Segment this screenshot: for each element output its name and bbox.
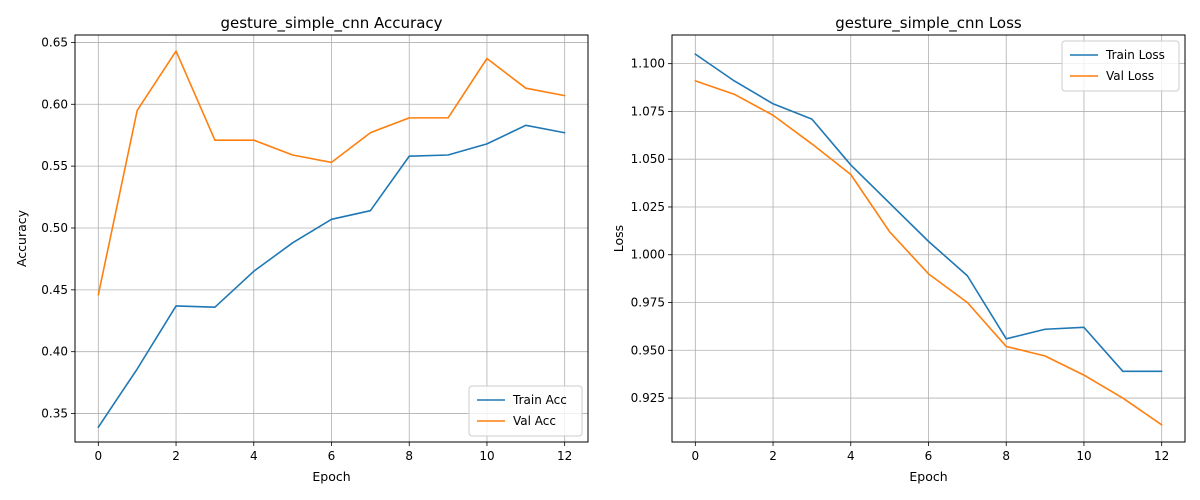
accuracy-y-tick-label: 0.45 (41, 283, 68, 297)
loss-series-line-train (694, 53, 1163, 373)
accuracy-lines (97, 50, 566, 428)
loss-lines (694, 53, 1163, 426)
loss-y-ticks: 0.925 0.950 0.975 1.000 1.025 1.050 1.075 1.100 (631, 57, 672, 405)
loss-y-tick-label: 1.025 (631, 200, 665, 214)
loss-series-line-val (694, 80, 1163, 426)
accuracy-y-tick-label: 0.50 (41, 221, 68, 235)
loss-y-tick-label: 0.925 (631, 391, 665, 405)
loss-x-tick-label: 4 (847, 449, 855, 463)
loss-legend: Train Loss Val Loss (1061, 40, 1180, 92)
loss-legend-label-train: Train Loss (1105, 48, 1165, 62)
loss-legend-box (1061, 40, 1180, 92)
loss-x-tick-label: 6 (925, 449, 933, 463)
loss-x-tick-label: 12 (1154, 449, 1169, 463)
loss-x-tick-label: 0 (691, 449, 699, 463)
accuracy-grid (75, 35, 588, 442)
accuracy-x-tick-label: 4 (250, 449, 258, 463)
accuracy-y-tick-label: 0.35 (41, 407, 68, 421)
loss-chart: 0 2 4 6 8 10 12 0.925 0.950 0.975 1.000 1.025 1.050… (611, 14, 1186, 484)
loss-legend-label-val: Val Loss (1106, 69, 1154, 83)
loss-x-ticks: 0 2 4 6 8 10 12 (691, 442, 1169, 463)
accuracy-x-ticks: 0 2 4 6 8 10 12 (94, 442, 572, 463)
accuracy-y-tick-label: 0.65 (41, 35, 68, 49)
accuracy-legend-label-train: Train Acc (512, 393, 567, 407)
accuracy-chart: 0 2 4 6 8 10 12 0.35 0.40 0.45 0.50 0.55 0.60 0.65 g… (14, 14, 589, 484)
accuracy-x-tick-label: 0 (94, 449, 102, 463)
accuracy-y-tick-label: 0.40 (41, 345, 68, 359)
loss-y-tick-label: 1.050 (631, 152, 665, 166)
loss-x-tick-label: 10 (1076, 449, 1091, 463)
loss-x-tick-label: 2 (769, 449, 777, 463)
accuracy-legend-label-val: Val Acc (513, 414, 556, 428)
accuracy-x-tick-label: 10 (479, 449, 494, 463)
loss-y-axis-label: Loss (611, 225, 626, 252)
accuracy-x-axis-label: Epoch (312, 469, 350, 484)
accuracy-x-tick-label: 2 (172, 449, 180, 463)
accuracy-legend: Train Acc Val Acc (468, 385, 583, 437)
accuracy-y-tick-label: 0.55 (41, 159, 68, 173)
loss-grid (672, 35, 1185, 442)
loss-y-tick-label: 1.100 (631, 57, 665, 71)
accuracy-x-tick-label: 8 (405, 449, 413, 463)
loss-y-tick-label: 0.975 (631, 296, 665, 310)
loss-chart-title: gesture_simple_cnn Loss (835, 14, 1022, 33)
loss-y-tick-label: 1.075 (631, 104, 665, 118)
accuracy-legend-box (468, 385, 583, 437)
accuracy-y-tick-label: 0.60 (41, 97, 68, 111)
accuracy-series-line-val (97, 50, 566, 296)
accuracy-y-ticks: 0.35 0.40 0.45 0.50 0.55 0.60 0.65 (41, 35, 75, 421)
accuracy-y-axis-label: Accuracy (14, 209, 29, 267)
accuracy-series-line-train (97, 124, 566, 428)
loss-y-tick-label: 1.000 (631, 248, 665, 262)
loss-x-tick-label: 8 (1002, 449, 1010, 463)
accuracy-x-tick-label: 6 (328, 449, 336, 463)
accuracy-chart-title: gesture_simple_cnn Accuracy (220, 14, 442, 33)
loss-x-axis-label: Epoch (909, 469, 947, 484)
accuracy-x-tick-label: 12 (557, 449, 572, 463)
loss-y-tick-label: 0.950 (631, 343, 665, 357)
